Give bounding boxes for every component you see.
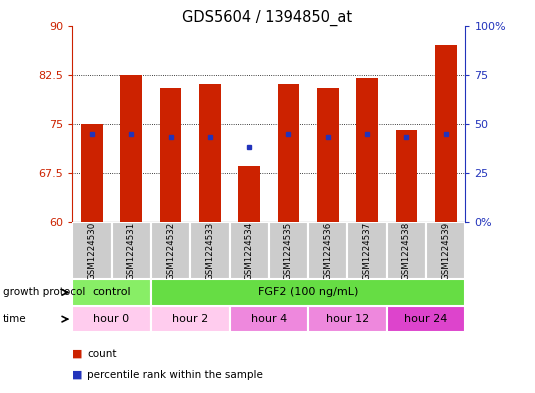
- Text: hour 24: hour 24: [404, 314, 448, 324]
- Bar: [387, 222, 426, 279]
- Bar: [72, 222, 112, 279]
- Bar: [426, 222, 465, 279]
- Bar: [112, 222, 151, 279]
- Text: GSM1224530: GSM1224530: [87, 221, 96, 280]
- Bar: [120, 75, 142, 222]
- Bar: [160, 88, 181, 222]
- Text: ■: ■: [72, 349, 83, 359]
- Text: hour 0: hour 0: [94, 314, 129, 324]
- Text: GSM1224534: GSM1224534: [244, 221, 254, 280]
- Text: GSM1224539: GSM1224539: [441, 222, 450, 279]
- Bar: [151, 222, 190, 279]
- Text: GSM1224532: GSM1224532: [166, 221, 175, 280]
- Bar: [269, 222, 308, 279]
- Text: GDS5604 / 1394850_at: GDS5604 / 1394850_at: [182, 10, 353, 26]
- Bar: [239, 166, 260, 222]
- Text: percentile rank within the sample: percentile rank within the sample: [87, 369, 263, 380]
- Bar: [435, 45, 456, 222]
- Text: ■: ■: [72, 369, 83, 380]
- Bar: [81, 124, 103, 222]
- Bar: [72, 306, 151, 332]
- Text: GSM1224535: GSM1224535: [284, 221, 293, 280]
- Text: GSM1224538: GSM1224538: [402, 221, 411, 280]
- Text: hour 2: hour 2: [172, 314, 208, 324]
- Text: hour 4: hour 4: [251, 314, 287, 324]
- Bar: [72, 279, 151, 306]
- Bar: [190, 222, 230, 279]
- Text: GSM1224531: GSM1224531: [127, 221, 136, 280]
- Text: GSM1224537: GSM1224537: [363, 221, 372, 280]
- Bar: [308, 222, 348, 279]
- Text: count: count: [87, 349, 117, 359]
- Text: GSM1224536: GSM1224536: [323, 221, 332, 280]
- Text: GSM1224533: GSM1224533: [205, 221, 215, 280]
- Bar: [278, 84, 299, 222]
- Bar: [151, 306, 230, 332]
- Text: time: time: [3, 314, 26, 324]
- Bar: [230, 306, 308, 332]
- Bar: [230, 222, 269, 279]
- Bar: [199, 84, 220, 222]
- Bar: [348, 222, 387, 279]
- Text: control: control: [92, 287, 131, 298]
- Bar: [317, 88, 339, 222]
- Bar: [387, 306, 465, 332]
- Text: FGF2 (100 ng/mL): FGF2 (100 ng/mL): [258, 287, 358, 298]
- Bar: [308, 306, 387, 332]
- Bar: [356, 78, 378, 222]
- Text: growth protocol: growth protocol: [3, 287, 85, 298]
- Bar: [151, 279, 465, 306]
- Text: hour 12: hour 12: [326, 314, 369, 324]
- Bar: [396, 130, 417, 222]
